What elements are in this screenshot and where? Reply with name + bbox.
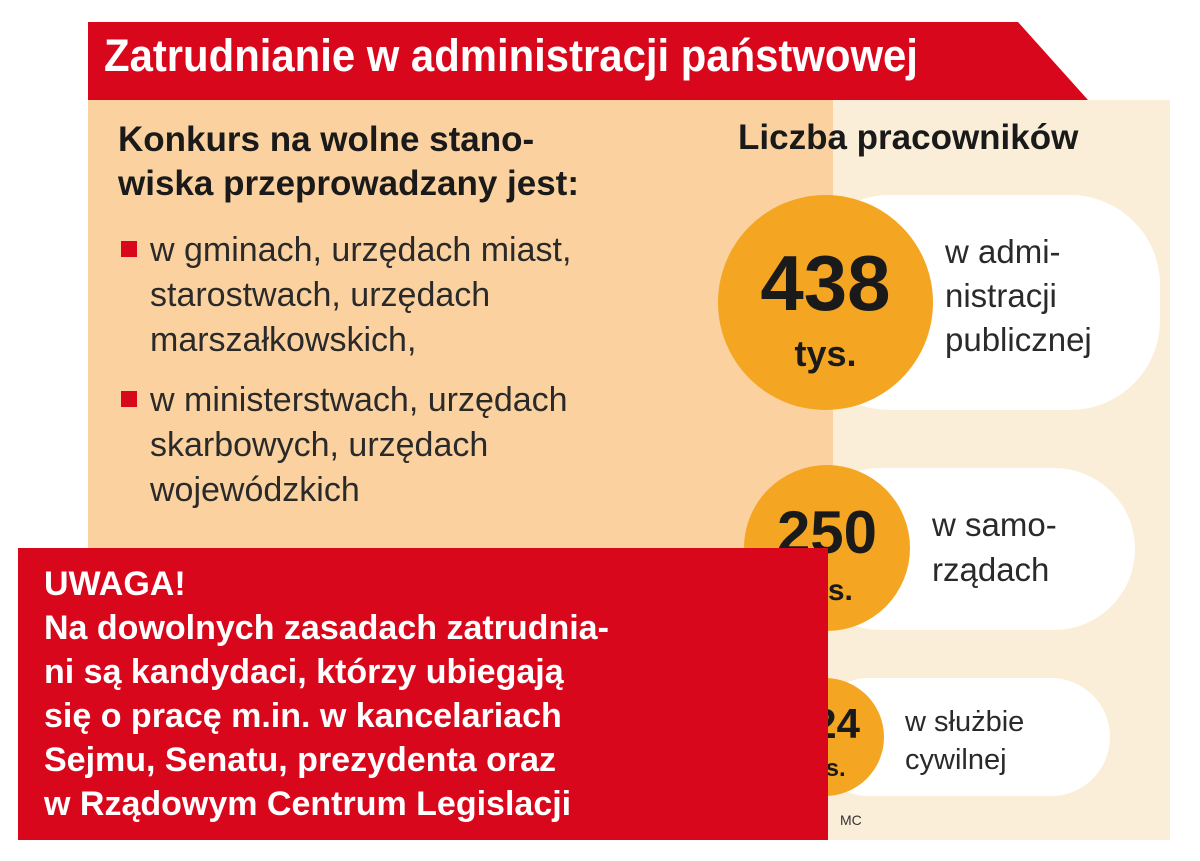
stat-unit: tys. bbox=[794, 333, 857, 374]
warning-box bbox=[18, 548, 828, 840]
title-banner bbox=[88, 22, 1088, 100]
left-panel bbox=[88, 100, 833, 550]
bullet-line: starostwach, urzędach bbox=[150, 276, 491, 314]
warning-line: się o pracę m.in. w kancelariach bbox=[44, 697, 562, 735]
bullet-square-icon bbox=[121, 391, 137, 407]
stat-description: w samo- rządach bbox=[932, 502, 1057, 592]
bullet-line: marszałkowskich, bbox=[150, 321, 417, 359]
stat-description: w admi- nistracji publicznej bbox=[945, 230, 1092, 362]
right-heading: Liczba pracowników bbox=[738, 118, 1079, 157]
stat-description: w służbie cywilnej bbox=[905, 703, 1024, 779]
left-heading-line: wiska przeprowadzany jest: bbox=[118, 164, 579, 203]
bullet-line: wojewódzkich bbox=[150, 471, 360, 509]
bullet-line: w gminach, urzędach miast, bbox=[150, 231, 572, 269]
stat-description-line: publicznej bbox=[945, 321, 1092, 358]
warning-line: ni są kandydaci, którzy ubiegają bbox=[44, 653, 564, 691]
left-heading: Konkurs na wolne stano- wiska przeprowad… bbox=[118, 118, 718, 206]
stat-description-line: w służbie bbox=[905, 706, 1025, 738]
page-title: Zatrudnianie w administracji państwowej bbox=[104, 30, 918, 81]
stat-number: 438 bbox=[760, 239, 891, 327]
credit-label: MC bbox=[840, 812, 862, 828]
bullet-line: skarbowych, urzędach bbox=[150, 426, 489, 464]
stat-description-line: w samo- bbox=[932, 506, 1057, 543]
warning-text: UWAGA! Na dowolnych zasadach zatrudnia- … bbox=[44, 562, 609, 826]
warning-line: Sejmu, Senatu, prezydenta oraz bbox=[44, 741, 557, 779]
left-heading-line: Konkurs na wolne stano- bbox=[118, 120, 535, 159]
bullet-square-icon bbox=[121, 241, 137, 257]
stat-circle bbox=[718, 195, 933, 410]
bullet-line: w ministerstwach, urzędach bbox=[150, 381, 568, 419]
warning-line: Na dowolnych zasadach zatrudnia- bbox=[44, 609, 609, 647]
stat-description-line: rządach bbox=[932, 551, 1050, 588]
stat-description-line: cywilnej bbox=[905, 744, 1007, 776]
warning-line: w Rządowym Centrum Legislacji bbox=[44, 785, 572, 823]
stat-description-line: w admi- bbox=[945, 233, 1061, 270]
warning-line: UWAGA! bbox=[44, 565, 186, 603]
stat-description-line: nistracji bbox=[945, 277, 1057, 314]
